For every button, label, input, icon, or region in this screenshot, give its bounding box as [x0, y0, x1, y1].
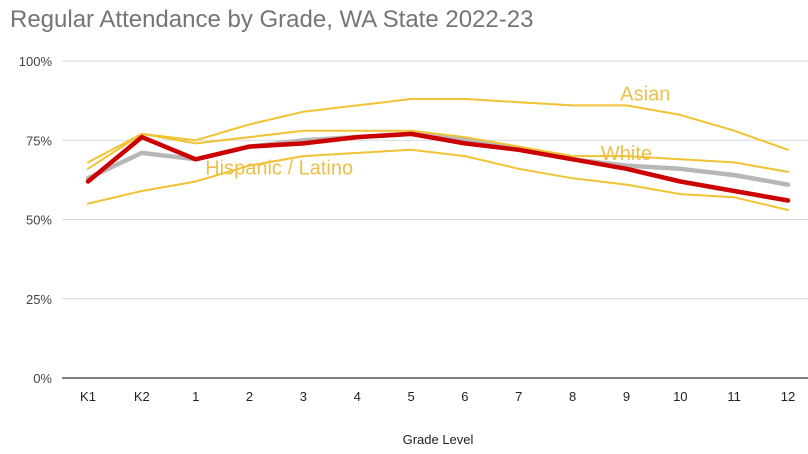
series-lines — [85, 98, 791, 211]
y-axis-ticks: 0% 25% 50% 75% 100% — [19, 54, 53, 386]
chart-title: Regular Attendance by Grade, WA State 20… — [10, 6, 534, 33]
x-tick-label: 6 — [461, 389, 468, 404]
series-line-asian — [87, 98, 789, 164]
series-line-unlabeled-4 — [85, 131, 791, 203]
y-tick-label: 0% — [33, 371, 52, 386]
gridlines — [62, 60, 808, 379]
x-tick-label: 4 — [354, 389, 361, 404]
x-tick-label: 1 — [192, 389, 199, 404]
x-axis-label: Grade Level — [403, 432, 474, 447]
x-tick-label: 12 — [781, 389, 795, 404]
series-label: White — [601, 143, 652, 165]
x-tick-label: 2 — [246, 389, 253, 404]
series-annotations: Asian White Hispanic / Latino — [205, 84, 670, 180]
x-tick-label: K2 — [134, 389, 150, 404]
y-tick-label: 100% — [19, 54, 53, 69]
x-tick-label: 5 — [407, 389, 414, 404]
x-tick-label: 8 — [569, 389, 576, 404]
series-line-hispanic-latino — [87, 148, 789, 211]
x-tick-label: 11 — [727, 389, 741, 404]
series-line-white — [87, 129, 789, 173]
y-tick-label: 50% — [26, 213, 52, 228]
series-label: Asian — [620, 84, 670, 106]
y-tick-label: 75% — [26, 133, 52, 148]
x-tick-label: 9 — [623, 389, 630, 404]
x-tick-label: K1 — [80, 389, 96, 404]
x-tick-label: 10 — [673, 389, 687, 404]
x-tick-label: 7 — [515, 389, 522, 404]
x-tick-label: 3 — [300, 389, 307, 404]
x-axis-ticks: K1 K2 1 2 3 4 5 6 7 8 9 10 11 12 — [80, 389, 795, 404]
series-label: Hispanic / Latino — [205, 157, 353, 179]
y-tick-label: 25% — [26, 292, 52, 307]
